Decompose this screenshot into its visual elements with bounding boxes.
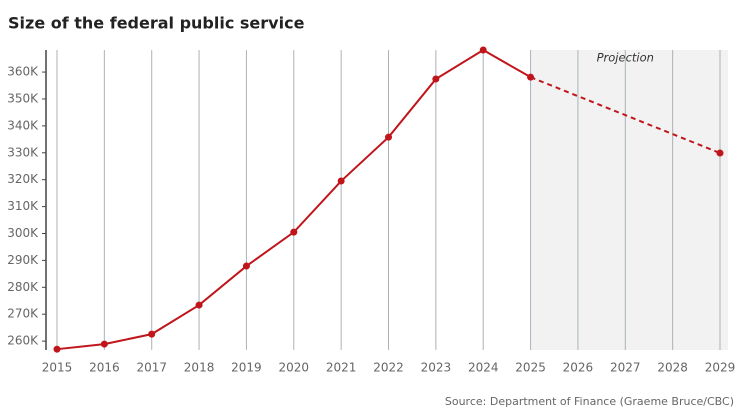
projection-area	[530, 50, 728, 350]
point	[53, 345, 61, 353]
y-tick-label: 330K	[7, 145, 39, 159]
y-tick-label: 360K	[7, 65, 39, 79]
x-tick-label: 2017	[136, 361, 167, 375]
y-tick-label: 320K	[7, 172, 39, 186]
source: Source: Department of Finance (Graeme Br…	[445, 395, 734, 408]
point	[432, 75, 440, 83]
y-tick-label: 310K	[7, 199, 39, 213]
point	[290, 228, 298, 236]
x-tick-label: 2015	[42, 361, 73, 375]
x-tick-label: 2022	[373, 361, 404, 375]
point	[100, 340, 108, 348]
y-tick-label: 340K	[7, 118, 39, 132]
x-tick-label: 2016	[89, 361, 120, 375]
chart-title: Size of the federal public service	[8, 14, 305, 33]
point	[385, 133, 392, 141]
x-tick-label: 2020	[279, 361, 310, 375]
point	[337, 177, 345, 185]
y-tick-label: 350K	[7, 91, 39, 105]
point	[148, 330, 156, 338]
point	[716, 149, 724, 157]
x-tick-label: 2025	[515, 361, 546, 375]
x-tick-label: 2026	[563, 361, 594, 375]
y-tick-label: 300K	[7, 226, 39, 240]
x-tick-label: 2029	[705, 361, 736, 375]
y-tick-label: 260K	[7, 334, 39, 348]
y-tick-label: 280K	[7, 280, 39, 294]
point	[479, 46, 487, 54]
point	[242, 262, 250, 270]
x-tick-label: 2024	[468, 361, 499, 375]
x-tick-label: 2018	[184, 361, 215, 375]
x-tick-label: 2021	[326, 361, 357, 375]
y-tick-label: 270K	[7, 307, 39, 321]
x-tick-label: 2027	[610, 361, 641, 375]
y-tick-label: 290K	[7, 253, 39, 267]
x-tick-label: 2028	[657, 361, 688, 375]
point	[527, 73, 535, 81]
projection-line	[530, 76, 721, 154]
point	[195, 301, 203, 309]
x-tick-label: 2023	[421, 361, 452, 375]
x-tick-label: 2019	[231, 361, 262, 375]
